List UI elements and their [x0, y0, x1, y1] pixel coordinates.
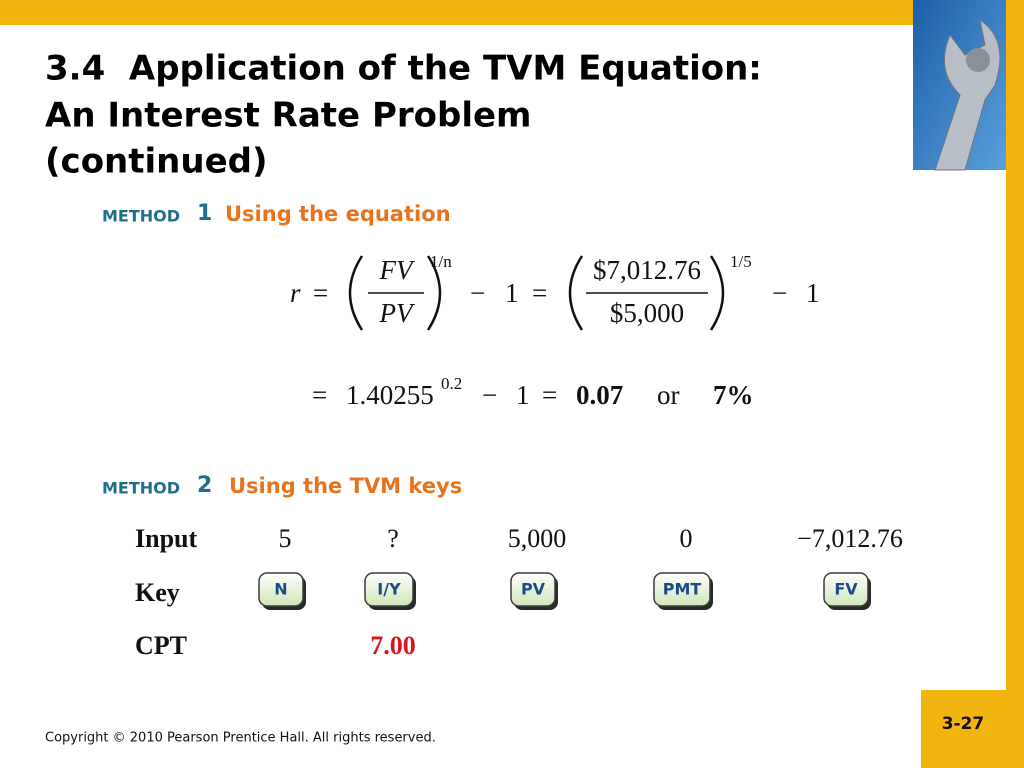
equation-line-2: = 1.40255 0.2 − 1 = 0.07 or 7% — [312, 374, 754, 410]
method-heading: Using the TVM keys — [229, 474, 462, 498]
operator: = — [532, 278, 547, 308]
result: 0.07 — [576, 380, 623, 410]
number: 1.40255 — [346, 380, 434, 410]
paren — [568, 255, 584, 331]
input-cell: −7,012.76 — [797, 524, 903, 553]
copyright: Copyright © 2010 Pearson Prentice Hall. … — [45, 731, 436, 746]
operator: − — [772, 278, 787, 308]
key-face — [510, 572, 556, 607]
calculator-key: PMT — [653, 572, 713, 610]
right-band — [1006, 0, 1024, 768]
key-face — [823, 572, 869, 607]
exponent: 0.2 — [441, 374, 462, 393]
page-box — [921, 690, 1007, 768]
title-line: (continued) — [45, 142, 268, 182]
exponent: 1/5 — [730, 252, 752, 271]
numerator: FV — [379, 255, 416, 285]
paren — [348, 255, 364, 331]
operator: = — [542, 380, 557, 410]
title-line: An Interest Rate Problem — [45, 96, 531, 136]
input-cell: 0 — [680, 524, 693, 553]
paren — [709, 255, 725, 331]
equation-line-1: r = FV PV 1/n − 1 = $7,012.76 $5,000 1/5… — [290, 252, 820, 331]
top-band — [0, 0, 913, 25]
calculator-key: FV — [823, 572, 871, 610]
input-cell: 5,000 — [508, 524, 567, 553]
exponent: 1/n — [430, 252, 452, 271]
key-face — [258, 572, 304, 607]
row-label: Input — [135, 524, 197, 553]
operator: − — [470, 278, 485, 308]
denominator: $5,000 — [610, 298, 684, 328]
word: or — [657, 380, 680, 410]
title-line: 3.4 Application of the TVM Equation: — [45, 49, 762, 89]
operator: = — [312, 380, 327, 410]
key-label: PV — [521, 580, 546, 599]
method-number: 2 — [197, 473, 212, 498]
key-label: I/Y — [377, 580, 401, 599]
method-label: METHOD — [102, 207, 180, 226]
calculator-key: I/Y — [364, 572, 416, 610]
number: 1 — [806, 278, 820, 308]
wrench-picture — [913, 0, 1006, 171]
method-heading: Using the equation — [225, 202, 451, 226]
calculator-key: PV — [510, 572, 558, 610]
method-number: 1 — [197, 201, 212, 226]
numerator: $7,012.76 — [593, 255, 701, 285]
computed-value: 7.00 — [370, 631, 416, 660]
key-label: PMT — [663, 580, 702, 599]
key-face — [653, 572, 711, 607]
key-label: FV — [834, 580, 858, 599]
input-cell: ? — [387, 524, 399, 553]
page-number: 3-27 — [942, 714, 985, 734]
key-label: N — [274, 580, 287, 599]
result: 7% — [713, 380, 754, 410]
number: 1 — [505, 278, 519, 308]
operator: − — [482, 380, 497, 410]
operator: = — [313, 278, 328, 308]
paren — [426, 255, 442, 331]
tvm-table: Input Key CPT 7.00 5? 5,000 0 −7,012.76 N I/Y… — [135, 524, 903, 660]
row-label: CPT — [135, 631, 187, 660]
denominator: PV — [379, 298, 416, 328]
number: 1 — [516, 380, 530, 410]
symbol: r — [290, 278, 301, 308]
row-label: Key — [135, 578, 180, 607]
input-cell: 5 — [279, 524, 292, 553]
method-label: METHOD — [102, 479, 180, 498]
calculator-key: N — [258, 572, 306, 610]
key-face — [364, 572, 414, 607]
